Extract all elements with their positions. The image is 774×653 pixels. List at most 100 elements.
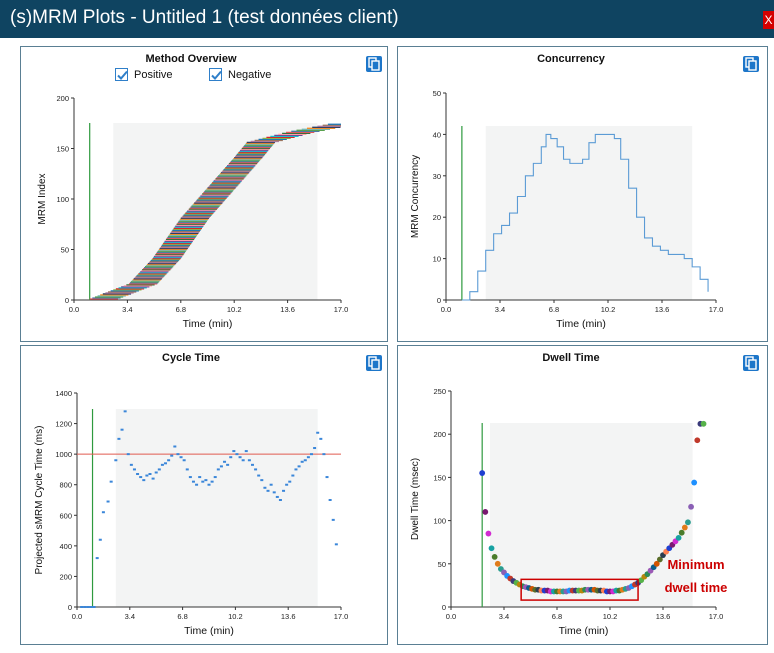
dwell-time-point — [678, 529, 685, 536]
x-tick-label: 17.0 — [334, 305, 349, 314]
cycle-time-point — [114, 459, 118, 462]
cycle-time-point — [288, 480, 292, 483]
chart-title: Method Overview — [145, 53, 237, 65]
method-overview-panel: Method Overview 0.0 3.4 6.8 10.2 13.6 17.0 0 50 1… — [20, 46, 388, 342]
cycle-time-point — [322, 453, 326, 456]
cycle-time-point — [282, 489, 286, 492]
y-tick-label: 0 — [65, 296, 69, 305]
x-tick-label: 17.0 — [709, 305, 724, 314]
x-tick-label: 6.8 — [549, 305, 559, 314]
cycle-time-point — [269, 483, 273, 486]
cycle-time-point — [92, 606, 96, 608]
cycle-time-point — [170, 454, 174, 457]
export-chart-icon[interactable] — [743, 355, 759, 371]
y-tick-label: 0 — [437, 296, 441, 305]
dwell-time-point — [485, 530, 492, 537]
y-axis-label: MRM Concurrency — [410, 155, 421, 238]
cycle-time-point — [334, 543, 338, 546]
cycle-time-point — [260, 479, 264, 482]
shaded-region — [489, 423, 693, 607]
y-tick-label: 200 — [56, 94, 69, 103]
cycle-time-point — [325, 476, 329, 479]
y-tick-label: 50 — [61, 246, 69, 255]
cycle-time-point — [278, 499, 282, 501]
y-tick-label: 0 — [442, 603, 446, 612]
x-tick-label: 0.0 — [446, 612, 456, 621]
cycle-time-point — [272, 491, 276, 494]
cycle-time-point — [210, 480, 214, 483]
dwell-time-point — [494, 560, 501, 567]
cycle-time-point — [235, 453, 239, 456]
negative-checkbox[interactable] — [209, 68, 222, 81]
concurrency-chart: Concurrency 0.0 3.4 6.8 10.2 13.6 17.0 0 10 20 30 4… — [410, 53, 724, 330]
dwell-time-panel: Dwell Time 0.0 3.4 6.8 10.2 13.6 17.0 0 50 100 150… — [397, 345, 768, 645]
cycle-time-point — [300, 460, 304, 463]
cycle-time-point — [195, 483, 199, 486]
positive-checkbox[interactable] — [115, 68, 128, 81]
cycle-time-point — [148, 473, 152, 476]
cycle-time-point — [154, 471, 158, 474]
y-tick-label: 1000 — [55, 450, 72, 459]
y-tick-label: 400 — [59, 542, 72, 551]
annotation-dwell-time: dwell time — [665, 580, 728, 595]
y-tick-label: 800 — [59, 481, 72, 490]
y-tick-label: 200 — [59, 572, 72, 581]
cycle-time-point — [185, 468, 189, 471]
cycle-time-point — [120, 428, 124, 431]
x-tick-label: 0.0 — [72, 612, 82, 621]
cycle-time-point — [241, 459, 245, 462]
x-tick-label: 3.4 — [125, 612, 135, 621]
close-button[interactable]: X — [763, 11, 774, 29]
cycle-time-point — [232, 450, 236, 453]
x-axis-label: Time (min) — [556, 318, 606, 330]
title-bar: (s)MRM Plots - Untitled 1 (test données … — [0, 0, 774, 38]
cycle-time-point — [303, 459, 307, 462]
cycle-time-chart: Cycle Time 0.0 3.4 6.8 10.2 13.6 17.0 0 200 400 60… — [34, 352, 348, 637]
cycle-time-point — [179, 456, 183, 459]
legend-positive[interactable]: Positive — [115, 68, 173, 81]
cycle-time-point — [204, 479, 208, 482]
dwell-time-point — [685, 519, 691, 526]
cycle-time-point — [157, 468, 161, 471]
x-tick-label: 6.8 — [552, 612, 562, 621]
x-tick-label: 3.4 — [122, 305, 132, 314]
export-chart-icon[interactable] — [366, 355, 382, 371]
y-tick-label: 10 — [433, 255, 441, 264]
x-tick-label: 6.8 — [176, 305, 186, 314]
dwell-time-point — [681, 524, 688, 531]
x-tick-label: 13.6 — [281, 612, 296, 621]
export-chart-icon[interactable] — [366, 56, 382, 72]
cycle-time-point — [151, 477, 155, 480]
cycle-time-point — [297, 465, 301, 468]
dwell-time-point — [656, 556, 663, 563]
cycle-time-point — [294, 468, 298, 471]
cycle-time-point — [160, 463, 164, 466]
x-tick-label: 3.4 — [495, 305, 505, 314]
cycle-time-point — [191, 480, 195, 483]
x-axis-label: Time (min) — [559, 625, 609, 637]
legend-negative[interactable]: Negative — [209, 68, 271, 81]
x-tick-label: 0.0 — [69, 305, 79, 314]
method-overview-chart: Method Overview 0.0 3.4 6.8 10.2 13.6 17.0 0 50 1… — [37, 53, 349, 330]
cycle-time-point — [126, 453, 130, 456]
cycle-time-point — [198, 476, 202, 479]
minimum-dwell-highlight-box — [520, 578, 639, 601]
export-chart-icon[interactable] — [743, 56, 759, 72]
y-tick-label: 150 — [56, 145, 69, 154]
y-tick-label: 1400 — [55, 389, 72, 398]
concurrency-panel: Concurrency 0.0 3.4 6.8 10.2 13.6 17.0 0 10 20 30 4… — [397, 46, 768, 342]
cycle-time-point — [257, 474, 261, 477]
cycle-time-point — [306, 456, 310, 459]
cycle-time-point — [223, 460, 227, 463]
cycle-time-point — [313, 447, 317, 450]
dwell-time-point — [491, 553, 498, 560]
dwell-time-chart: Dwell Time 0.0 3.4 6.8 10.2 13.6 17.0 0 50 100 150… — [410, 352, 728, 637]
cycle-time-point — [247, 459, 251, 462]
cycle-time-point — [319, 437, 323, 440]
y-tick-label: 100 — [433, 517, 446, 526]
y-axis-label: MRM Index — [37, 173, 48, 224]
y-tick-label: 50 — [433, 89, 441, 98]
x-tick-label: 0.0 — [441, 305, 451, 314]
cycle-time-point — [229, 456, 233, 459]
dwell-time-point — [482, 509, 489, 515]
